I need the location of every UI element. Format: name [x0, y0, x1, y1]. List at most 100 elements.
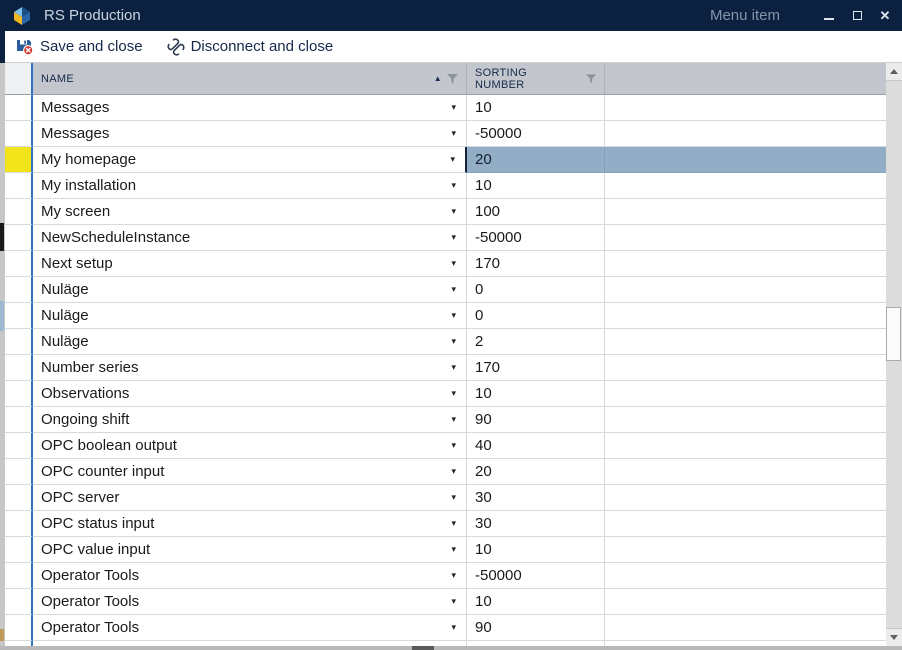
- name-cell[interactable]: Nuläge▾: [33, 303, 467, 329]
- empty-cell[interactable]: [605, 303, 886, 329]
- dropdown-icon[interactable]: ▾: [451, 414, 456, 425]
- empty-cell[interactable]: [605, 459, 886, 485]
- dropdown-icon[interactable]: ▾: [451, 596, 456, 607]
- empty-cell[interactable]: [605, 199, 886, 225]
- dropdown-icon[interactable]: ▾: [451, 102, 456, 113]
- row-indicator[interactable]: [5, 199, 33, 225]
- name-cell[interactable]: My installation▾: [33, 173, 467, 199]
- filter-icon[interactable]: [447, 74, 458, 84]
- name-cell[interactable]: Operator Tools▾: [33, 563, 467, 589]
- empty-cell[interactable]: [605, 485, 886, 511]
- dropdown-icon[interactable]: ▾: [451, 518, 456, 529]
- sorting-number-cell[interactable]: 170: [467, 355, 605, 381]
- empty-cell[interactable]: [605, 329, 886, 355]
- dropdown-icon[interactable]: ▾: [451, 180, 456, 191]
- empty-cell[interactable]: [605, 589, 886, 615]
- empty-cell[interactable]: [605, 355, 886, 381]
- filter-icon[interactable]: [586, 74, 596, 84]
- name-cell[interactable]: Ongoing shift▾: [33, 407, 467, 433]
- dropdown-icon[interactable]: ▾: [451, 310, 456, 321]
- empty-cell[interactable]: [605, 381, 886, 407]
- row-indicator[interactable]: [5, 251, 33, 277]
- row-indicator[interactable]: [5, 537, 33, 563]
- dropdown-icon[interactable]: ▾: [451, 440, 456, 451]
- dropdown-icon[interactable]: ▾: [451, 336, 456, 347]
- name-cell[interactable]: Messages▾: [33, 95, 467, 121]
- row-indicator[interactable]: [5, 433, 33, 459]
- dropdown-icon[interactable]: ▾: [451, 388, 456, 399]
- name-cell[interactable]: OPC boolean output▾: [33, 433, 467, 459]
- close-button[interactable]: ✕: [874, 5, 896, 27]
- name-cell[interactable]: Next setup▾: [33, 251, 467, 277]
- sorting-number-cell[interactable]: 10: [467, 173, 605, 199]
- sorting-number-cell[interactable]: 40: [467, 433, 605, 459]
- name-cell[interactable]: Nuläge▾: [33, 277, 467, 303]
- minimize-button[interactable]: [818, 5, 840, 27]
- dropdown-icon[interactable]: ▾: [451, 492, 456, 503]
- row-indicator[interactable]: [5, 147, 33, 173]
- column-header-sorting-number[interactable]: SORTING NUMBER: [467, 63, 605, 95]
- vertical-scrollbar[interactable]: [886, 63, 902, 646]
- empty-cell[interactable]: [605, 433, 886, 459]
- dropdown-icon[interactable]: ▾: [451, 206, 456, 217]
- sorting-number-cell[interactable]: 90: [467, 407, 605, 433]
- dropdown-icon[interactable]: ▾: [451, 284, 456, 295]
- name-cell[interactable]: NewScheduleInstance▾: [33, 225, 467, 251]
- empty-cell[interactable]: [605, 251, 886, 277]
- grid-corner-cell[interactable]: [5, 63, 33, 95]
- sorting-number-cell[interactable]: 30: [467, 485, 605, 511]
- dropdown-icon[interactable]: ▾: [451, 128, 456, 139]
- sorting-number-cell[interactable]: -50000: [467, 121, 605, 147]
- row-indicator[interactable]: [5, 381, 33, 407]
- name-cell[interactable]: OPC counter input▾: [33, 459, 467, 485]
- empty-cell[interactable]: [605, 173, 886, 199]
- column-header-name[interactable]: NAME ▲: [33, 63, 467, 95]
- empty-cell[interactable]: [605, 511, 886, 537]
- row-indicator[interactable]: [5, 95, 33, 121]
- row-indicator[interactable]: [5, 615, 33, 641]
- dropdown-icon[interactable]: ▾: [451, 622, 456, 633]
- row-indicator[interactable]: [5, 355, 33, 381]
- row-indicator[interactable]: [5, 407, 33, 433]
- name-cell[interactable]: OPC server▾: [33, 485, 467, 511]
- dropdown-icon[interactable]: ▾: [451, 362, 456, 373]
- sorting-number-cell[interactable]: 2: [467, 329, 605, 355]
- maximize-button[interactable]: [846, 5, 868, 27]
- empty-cell[interactable]: [605, 147, 886, 173]
- name-cell[interactable]: My screen▾: [33, 199, 467, 225]
- dropdown-icon[interactable]: ▾: [450, 154, 455, 165]
- sorting-number-cell[interactable]: 10: [467, 95, 605, 121]
- row-indicator[interactable]: [5, 485, 33, 511]
- row-indicator[interactable]: [5, 459, 33, 485]
- empty-cell[interactable]: [605, 615, 886, 641]
- row-indicator[interactable]: [5, 173, 33, 199]
- sorting-number-cell[interactable]: 10: [467, 381, 605, 407]
- dropdown-icon[interactable]: ▾: [451, 258, 456, 269]
- sorting-number-cell[interactable]: 30: [467, 511, 605, 537]
- empty-cell[interactable]: [605, 121, 886, 147]
- sorting-number-cell[interactable]: 90: [467, 615, 605, 641]
- save-and-close-button[interactable]: Save and close: [5, 31, 153, 62]
- sorting-number-cell[interactable]: 20: [467, 147, 605, 173]
- sorting-number-cell[interactable]: -50000: [467, 563, 605, 589]
- name-cell[interactable]: My homepage▾: [33, 147, 467, 173]
- name-cell[interactable]: OPC value input▾: [33, 537, 467, 563]
- dropdown-icon[interactable]: ▾: [451, 466, 456, 477]
- sorting-number-cell[interactable]: 100: [467, 199, 605, 225]
- name-cell[interactable]: Operator Tools▾: [33, 589, 467, 615]
- sorting-number-cell[interactable]: 20: [467, 459, 605, 485]
- scroll-up-button[interactable]: [886, 63, 902, 81]
- row-indicator[interactable]: [5, 589, 33, 615]
- row-indicator[interactable]: [5, 277, 33, 303]
- row-indicator[interactable]: [5, 563, 33, 589]
- empty-cell[interactable]: [605, 537, 886, 563]
- row-indicator[interactable]: [5, 225, 33, 251]
- dropdown-icon[interactable]: ▾: [451, 570, 456, 581]
- sorting-number-cell[interactable]: -50000: [467, 225, 605, 251]
- row-indicator[interactable]: [5, 329, 33, 355]
- sorting-number-cell[interactable]: 170: [467, 251, 605, 277]
- name-cell[interactable]: Observations▾: [33, 381, 467, 407]
- empty-cell[interactable]: [605, 563, 886, 589]
- menu-item[interactable]: Menu item: [710, 7, 780, 24]
- dropdown-icon[interactable]: ▾: [451, 544, 456, 555]
